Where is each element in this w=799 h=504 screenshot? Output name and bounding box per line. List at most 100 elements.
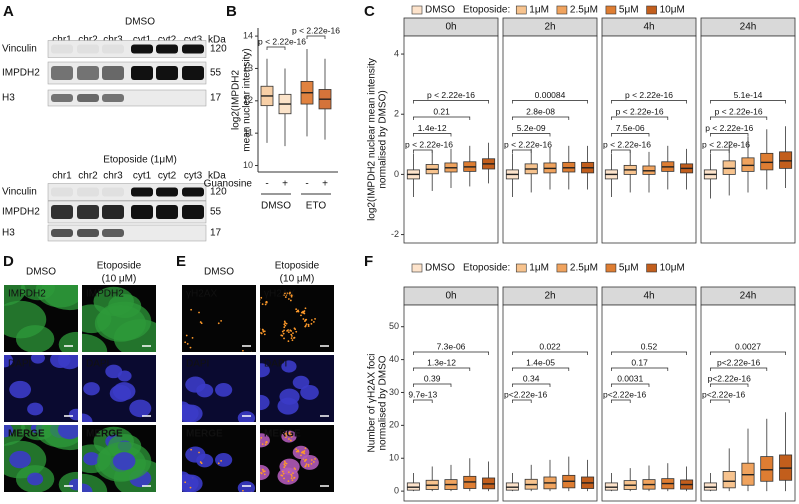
nucleus bbox=[68, 478, 78, 491]
p-value: p < 2.22e-16 bbox=[702, 139, 750, 149]
blot-band bbox=[156, 205, 178, 219]
legend-key bbox=[605, 5, 617, 15]
legend-label: DMSO bbox=[425, 5, 455, 16]
focus bbox=[262, 470, 265, 473]
bracket bbox=[710, 100, 786, 104]
focus bbox=[258, 472, 260, 474]
bracket bbox=[611, 383, 650, 387]
focus bbox=[199, 461, 202, 463]
focus bbox=[250, 491, 252, 492]
focus bbox=[291, 335, 293, 337]
nucleus bbox=[260, 464, 270, 481]
nucleus bbox=[112, 452, 136, 471]
focus bbox=[310, 462, 313, 465]
legend-title: Etoposide: bbox=[463, 5, 510, 16]
focus bbox=[304, 464, 307, 467]
panel-label: B bbox=[226, 3, 237, 20]
focus bbox=[190, 308, 193, 311]
kda-label: kDa bbox=[208, 171, 226, 182]
blot-band bbox=[77, 205, 99, 219]
focus bbox=[263, 470, 266, 473]
column-title: (10 μM) bbox=[280, 274, 315, 285]
cytoplasm bbox=[15, 325, 55, 352]
p-value: p < 2.22e-16 bbox=[292, 25, 340, 35]
focus bbox=[283, 337, 285, 340]
focus bbox=[250, 351, 252, 352]
bracket bbox=[611, 133, 650, 137]
micrograph bbox=[82, 355, 156, 422]
focus bbox=[290, 330, 293, 332]
blot-title: DMSO bbox=[125, 17, 155, 28]
cytoplasm bbox=[58, 331, 78, 352]
facet-label: 0h bbox=[445, 22, 456, 33]
legend-key bbox=[515, 5, 527, 15]
y-tick-label: 10 bbox=[243, 160, 253, 170]
focus bbox=[258, 441, 260, 443]
focus bbox=[258, 332, 260, 334]
panel-label: C bbox=[364, 3, 375, 20]
bracket bbox=[710, 399, 730, 403]
p-value: 0.17 bbox=[631, 357, 648, 367]
focus bbox=[310, 459, 313, 461]
focus bbox=[289, 294, 292, 297]
nucleus bbox=[129, 399, 152, 418]
micrograph bbox=[4, 285, 78, 352]
channel-label: IMPDH2 bbox=[8, 289, 46, 300]
facet-label: 4h bbox=[643, 22, 654, 33]
micrograph-bg bbox=[182, 285, 256, 352]
p-value: 0.34 bbox=[523, 373, 540, 383]
nucleus bbox=[237, 481, 256, 492]
channel-label: MERGE bbox=[86, 429, 123, 440]
box bbox=[741, 157, 755, 172]
blot-band bbox=[182, 44, 204, 54]
focus bbox=[293, 467, 296, 470]
blot-band bbox=[77, 94, 99, 102]
y-tick-label: 12 bbox=[243, 95, 253, 105]
p-value: p < 2.22e-16 bbox=[715, 106, 763, 116]
p-value: 0.39 bbox=[424, 373, 441, 383]
focus bbox=[184, 481, 187, 484]
blot-band bbox=[156, 187, 178, 197]
focus bbox=[284, 296, 287, 298]
focus bbox=[256, 441, 258, 443]
focus bbox=[282, 472, 285, 475]
blot-band bbox=[51, 187, 73, 197]
blot-band bbox=[51, 229, 73, 237]
y-tick-label: 11 bbox=[244, 128, 253, 138]
focus bbox=[295, 330, 298, 333]
focus bbox=[281, 470, 284, 473]
focus bbox=[257, 438, 259, 440]
kda-value: 17 bbox=[210, 93, 222, 104]
focus bbox=[260, 296, 263, 299]
nucleus bbox=[68, 408, 78, 421]
bracket bbox=[413, 399, 433, 403]
channel-label: MERGE bbox=[264, 429, 301, 440]
p-value: 7.3e-06 bbox=[437, 341, 466, 351]
focus bbox=[263, 473, 266, 476]
p-value: 9.7e-13 bbox=[408, 389, 437, 399]
y-tick-label: 30 bbox=[389, 387, 399, 397]
focus bbox=[304, 460, 306, 463]
blot-row-label: Vinculin bbox=[2, 187, 37, 198]
bracket bbox=[512, 100, 588, 104]
y-tick-label: 2 bbox=[394, 109, 399, 119]
legend-key bbox=[411, 5, 423, 15]
legend-key bbox=[646, 5, 657, 15]
focus bbox=[281, 330, 284, 333]
blot-band bbox=[51, 94, 73, 102]
focus bbox=[285, 322, 288, 325]
cytoplasm bbox=[82, 333, 108, 352]
nucleus bbox=[292, 375, 310, 390]
focus bbox=[198, 311, 200, 314]
x-tick-label: + bbox=[282, 179, 288, 190]
bracket bbox=[512, 351, 588, 355]
bracket bbox=[413, 100, 489, 104]
blot-band bbox=[51, 205, 73, 219]
cytoplasm bbox=[97, 301, 152, 341]
p-value: p < 2.22e-16 bbox=[603, 139, 651, 149]
p-value: p < 2.22e-16 bbox=[405, 139, 453, 149]
bracket bbox=[611, 351, 687, 355]
focus bbox=[304, 458, 307, 461]
bracket bbox=[512, 367, 570, 371]
focus bbox=[257, 442, 259, 444]
